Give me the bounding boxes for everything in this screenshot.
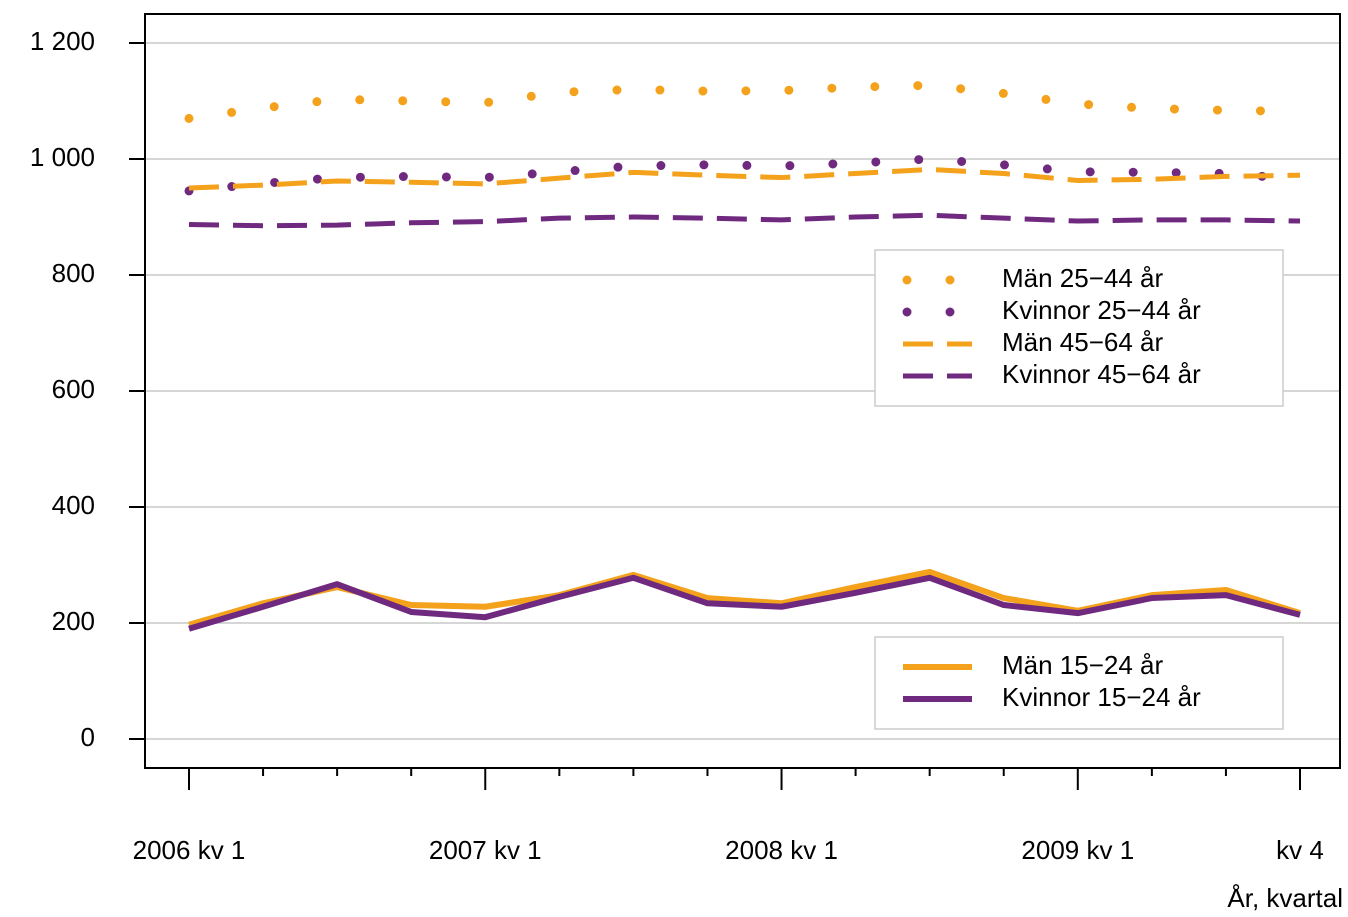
legend-label: Män 15−24 år <box>1002 650 1164 680</box>
legend-box <box>874 636 1284 730</box>
legend-box <box>874 249 1284 407</box>
legend-label: Kvinnor 15−24 år <box>1002 682 1201 712</box>
series-line <box>188 574 1301 632</box>
legend-label: Kvinnor 45−64 år <box>1002 359 1201 389</box>
y-tick-label: 400 <box>52 490 95 520</box>
legend-label: Kvinnor 25−44 år <box>1002 295 1201 325</box>
x-tick-label: 2007 kv 1 <box>429 835 542 865</box>
y-tick-label: 600 <box>52 374 95 404</box>
series-line <box>184 80 1305 123</box>
x-tick-label: 2008 kv 1 <box>725 835 838 865</box>
y-tick-label: 200 <box>52 606 95 636</box>
y-tick-label: 800 <box>52 258 95 288</box>
legend-label: Män 25−44 år <box>1002 263 1164 293</box>
series-line <box>184 154 1305 196</box>
series-line <box>188 568 1301 628</box>
x-tick-label: kv 4 <box>1276 835 1324 865</box>
x-axis-label: År, kvartal <box>1227 883 1343 913</box>
series-line <box>188 212 1301 229</box>
x-tick-label: 2009 kv 1 <box>1021 835 1134 865</box>
y-tick-label: 1 000 <box>30 142 95 172</box>
y-tick-label: 0 <box>81 722 95 752</box>
series-line <box>188 166 1301 191</box>
y-tick-label: 1 200 <box>30 26 95 56</box>
x-tick-label: 2006 kv 1 <box>133 835 246 865</box>
legend-label: Män 45−64 år <box>1002 327 1164 357</box>
